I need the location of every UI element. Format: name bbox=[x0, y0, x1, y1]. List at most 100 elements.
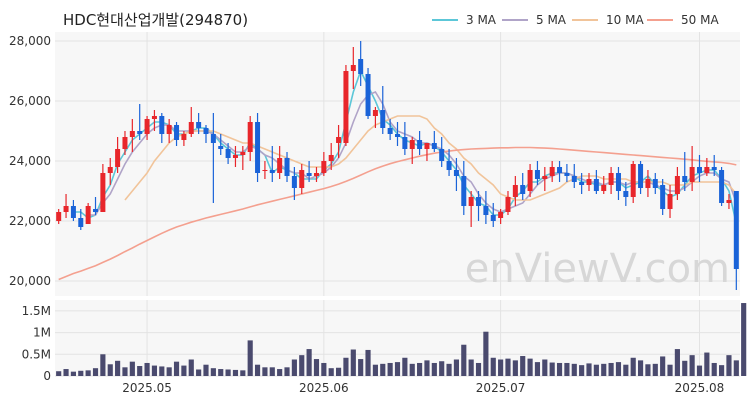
candle-body bbox=[630, 164, 636, 197]
candle-body bbox=[409, 140, 415, 149]
volume-bar bbox=[277, 369, 283, 376]
candle-body bbox=[402, 137, 408, 149]
candle-body bbox=[299, 170, 305, 188]
candle bbox=[100, 164, 106, 212]
candle bbox=[439, 137, 445, 167]
candle bbox=[299, 164, 305, 194]
candle-body bbox=[159, 116, 165, 134]
candle-body bbox=[586, 179, 592, 185]
candle bbox=[78, 209, 84, 230]
volume-bar bbox=[100, 354, 106, 376]
candle-body bbox=[306, 173, 312, 176]
candle-body bbox=[137, 131, 143, 134]
legend-label: 10 MA bbox=[606, 13, 644, 27]
candle-body bbox=[593, 179, 599, 191]
candle bbox=[446, 149, 452, 176]
volume-bar bbox=[188, 359, 194, 376]
volume-bar bbox=[409, 363, 415, 376]
candle bbox=[372, 107, 378, 128]
volume-bars bbox=[56, 303, 747, 376]
candle-body bbox=[557, 167, 563, 173]
volume-bar bbox=[92, 368, 99, 376]
candle-body bbox=[225, 149, 231, 158]
candle bbox=[564, 164, 570, 182]
volume-bar bbox=[704, 352, 710, 376]
legend-item: 50 MA bbox=[647, 13, 719, 27]
volume-bar bbox=[306, 349, 312, 376]
candle bbox=[188, 107, 194, 137]
candle bbox=[343, 65, 349, 146]
candle bbox=[56, 209, 62, 224]
candle bbox=[115, 137, 121, 173]
candle bbox=[284, 152, 290, 182]
candle-body bbox=[365, 74, 371, 116]
candle-body bbox=[203, 128, 209, 134]
volume-bar bbox=[166, 367, 172, 376]
candle-body bbox=[682, 176, 688, 182]
price-tick-label: 28,000 bbox=[9, 34, 51, 48]
candle-body bbox=[638, 164, 644, 188]
watermark: enViewV.com bbox=[465, 246, 730, 292]
volume-bar bbox=[512, 360, 518, 376]
candle bbox=[306, 161, 312, 182]
volume-bar bbox=[637, 360, 644, 376]
candle-body bbox=[520, 185, 526, 194]
legend-item: 3 MA bbox=[432, 13, 497, 27]
volume-bar bbox=[78, 370, 84, 376]
volume-tick-label: 0 bbox=[43, 369, 51, 383]
candle bbox=[269, 146, 275, 182]
date-tick-label: 2025.07 bbox=[476, 381, 526, 395]
volume-bar bbox=[70, 371, 76, 376]
volume-bar bbox=[144, 362, 150, 376]
volume-bar bbox=[601, 363, 607, 376]
candle-body bbox=[417, 140, 423, 149]
candle-body bbox=[166, 125, 172, 134]
candle-body bbox=[174, 125, 180, 140]
axis-labels: 20,000 22,000 24,000 26,000 28,000 0 0.5M 1M 1.5… bbox=[9, 34, 724, 395]
candle-body bbox=[512, 185, 518, 197]
volume-bar bbox=[350, 349, 356, 376]
volume-bar bbox=[446, 363, 452, 376]
candle-body bbox=[711, 167, 717, 170]
candle-body bbox=[122, 137, 128, 149]
volume-bar bbox=[328, 368, 334, 376]
candle-body bbox=[328, 155, 334, 161]
date-tick-label: 2025.06 bbox=[299, 381, 349, 395]
candle-body bbox=[188, 122, 194, 134]
volume-bar bbox=[483, 331, 489, 376]
candle bbox=[527, 164, 533, 197]
candle-body bbox=[336, 137, 342, 143]
candle bbox=[660, 179, 666, 215]
candle-body bbox=[277, 158, 283, 173]
candle bbox=[196, 113, 202, 134]
candle bbox=[291, 167, 297, 200]
volume-bar bbox=[579, 365, 585, 376]
candle-body bbox=[696, 167, 702, 173]
volume-bar bbox=[151, 365, 158, 376]
candle bbox=[652, 173, 658, 194]
candle-body bbox=[210, 134, 216, 143]
candle bbox=[313, 167, 319, 182]
candle-body bbox=[534, 170, 540, 179]
volume-bar bbox=[173, 361, 180, 376]
candle-body bbox=[284, 158, 290, 176]
candle bbox=[203, 125, 209, 143]
candle bbox=[571, 164, 577, 188]
candle bbox=[593, 170, 599, 194]
volume-bar bbox=[291, 359, 297, 376]
volume-bar bbox=[240, 370, 246, 376]
candle-body bbox=[232, 155, 238, 158]
volume-bar bbox=[475, 362, 482, 376]
volume-bar bbox=[490, 357, 496, 376]
candle bbox=[645, 170, 651, 197]
date-tick-label: 2025.05 bbox=[122, 381, 172, 395]
price-tick-label: 22,000 bbox=[9, 214, 51, 228]
volume-tick-label: 1M bbox=[33, 326, 51, 340]
volume-bar bbox=[719, 365, 725, 376]
candle bbox=[321, 152, 327, 176]
volume-bar bbox=[527, 358, 533, 376]
candle bbox=[696, 155, 702, 182]
volume-tick-label: 0.5M bbox=[22, 347, 51, 361]
candle-body bbox=[380, 110, 386, 128]
